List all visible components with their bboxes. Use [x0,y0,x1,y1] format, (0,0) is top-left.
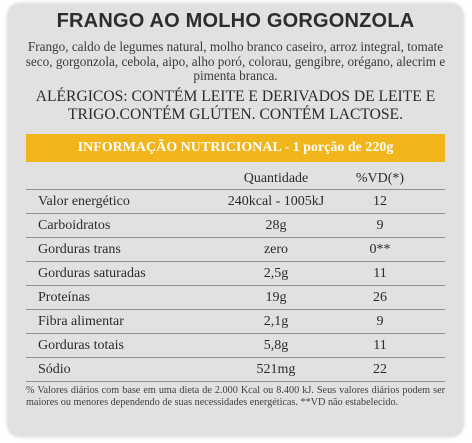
nutrient-vd: 9 [376,218,384,233]
nutrient-vd: 11 [373,338,387,353]
nutrition-label-card: FRANGO AO MOLHO GORGONZOLA Frango, caldo… [8,4,463,436]
table-row: Carboidratos 28g 9 [26,214,445,238]
nutrient-name: Carboidratos [38,218,111,233]
footnote-text: % Valores diários com base em uma dieta … [26,385,445,408]
nutrient-quantity: 2,5g [263,266,289,281]
allergens-text: ALÉRGICOS: CONTÉM LEITE E DERIVADOS DE L… [35,88,436,123]
nutrient-vd: 26 [373,290,387,305]
table-header-row: Quantidade %VD(*) [26,168,445,190]
nutrient-vd: 11 [373,266,387,281]
nutrient-quantity: 2,1g [263,314,289,329]
nutrient-name: Proteínas [38,290,91,305]
table-row: Gorduras saturadas 2,5g 11 [26,262,445,286]
table-row: Proteínas 19g 26 [26,286,445,310]
nutrient-quantity: 521mg [256,362,296,377]
nutrient-vd: 0** [369,242,391,257]
nutrient-name: Gorduras trans [38,242,121,257]
header-vd: %VD(*) [355,171,405,186]
nutrient-name: Valor energético [38,194,130,209]
table-row: Gorduras trans zero 0** [26,238,445,262]
nutrient-quantity: 28g [265,218,287,233]
table-row: Sódio 521mg 22 [26,358,445,382]
nutrition-table: Quantidade %VD(*) Valor energético 240kc… [26,168,445,382]
nutrient-quantity: zero [263,242,289,257]
nutrient-vd: 9 [376,314,384,329]
product-title: FRANGO AO MOLHO GORGONZOLA [56,10,415,32]
table-row: Fibra alimentar 2,1g 9 [26,310,445,334]
nutrient-name: Fibra alimentar [38,314,124,329]
nutrient-vd: 12 [373,194,387,209]
nutrient-name: Gorduras totais [38,338,124,353]
ingredients-text: Frango, caldo de legumes natural, molho … [25,39,446,83]
nutrient-vd: 22 [373,362,387,377]
nutrient-name: Sódio [38,362,71,377]
table-row: Gorduras totais 5,8g 11 [26,334,445,358]
nutrient-quantity: 5,8g [263,338,289,353]
nutrient-quantity: 19g [265,290,287,305]
table-row: Valor energético 240kcal - 1005kJ 12 [26,190,445,214]
nutrition-banner: INFORMAÇÃO NUTRICIONAL - 1 porção de 220… [26,134,445,162]
header-quantity: Quantidade [243,171,309,186]
nutrient-name: Gorduras saturadas [38,266,146,281]
nutrient-quantity: 240kcal - 1005kJ [227,194,325,209]
